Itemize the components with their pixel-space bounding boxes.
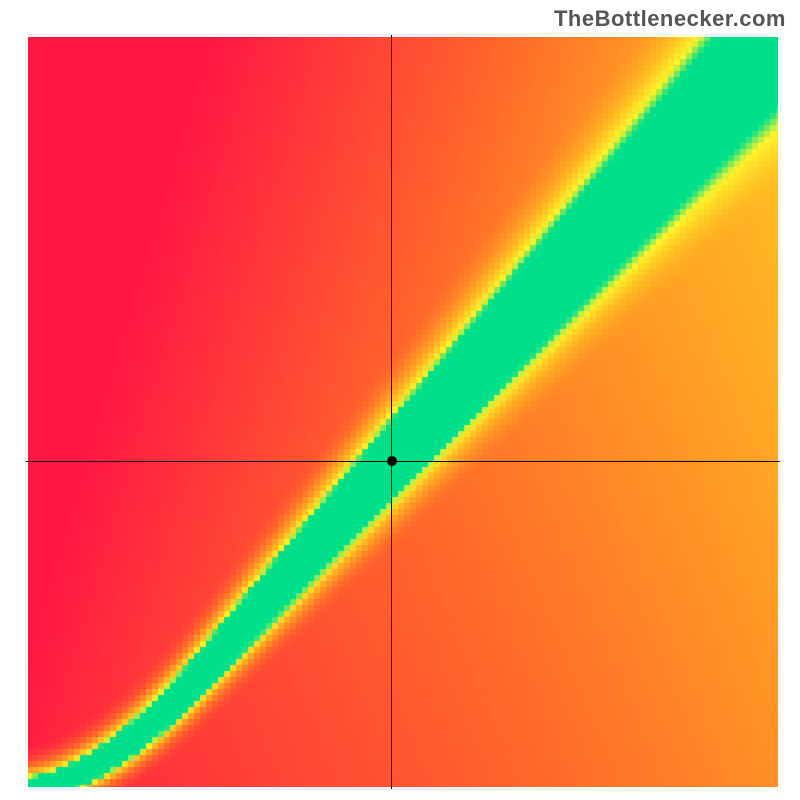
- crosshair-vertical: [391, 35, 392, 789]
- watermark-text: TheBottlenecker.com: [554, 6, 786, 32]
- crosshair-horizontal: [26, 461, 780, 462]
- heatmap-canvas: [0, 0, 800, 800]
- marker-point: [387, 456, 397, 466]
- chart-container: TheBottlenecker.com: [0, 0, 800, 800]
